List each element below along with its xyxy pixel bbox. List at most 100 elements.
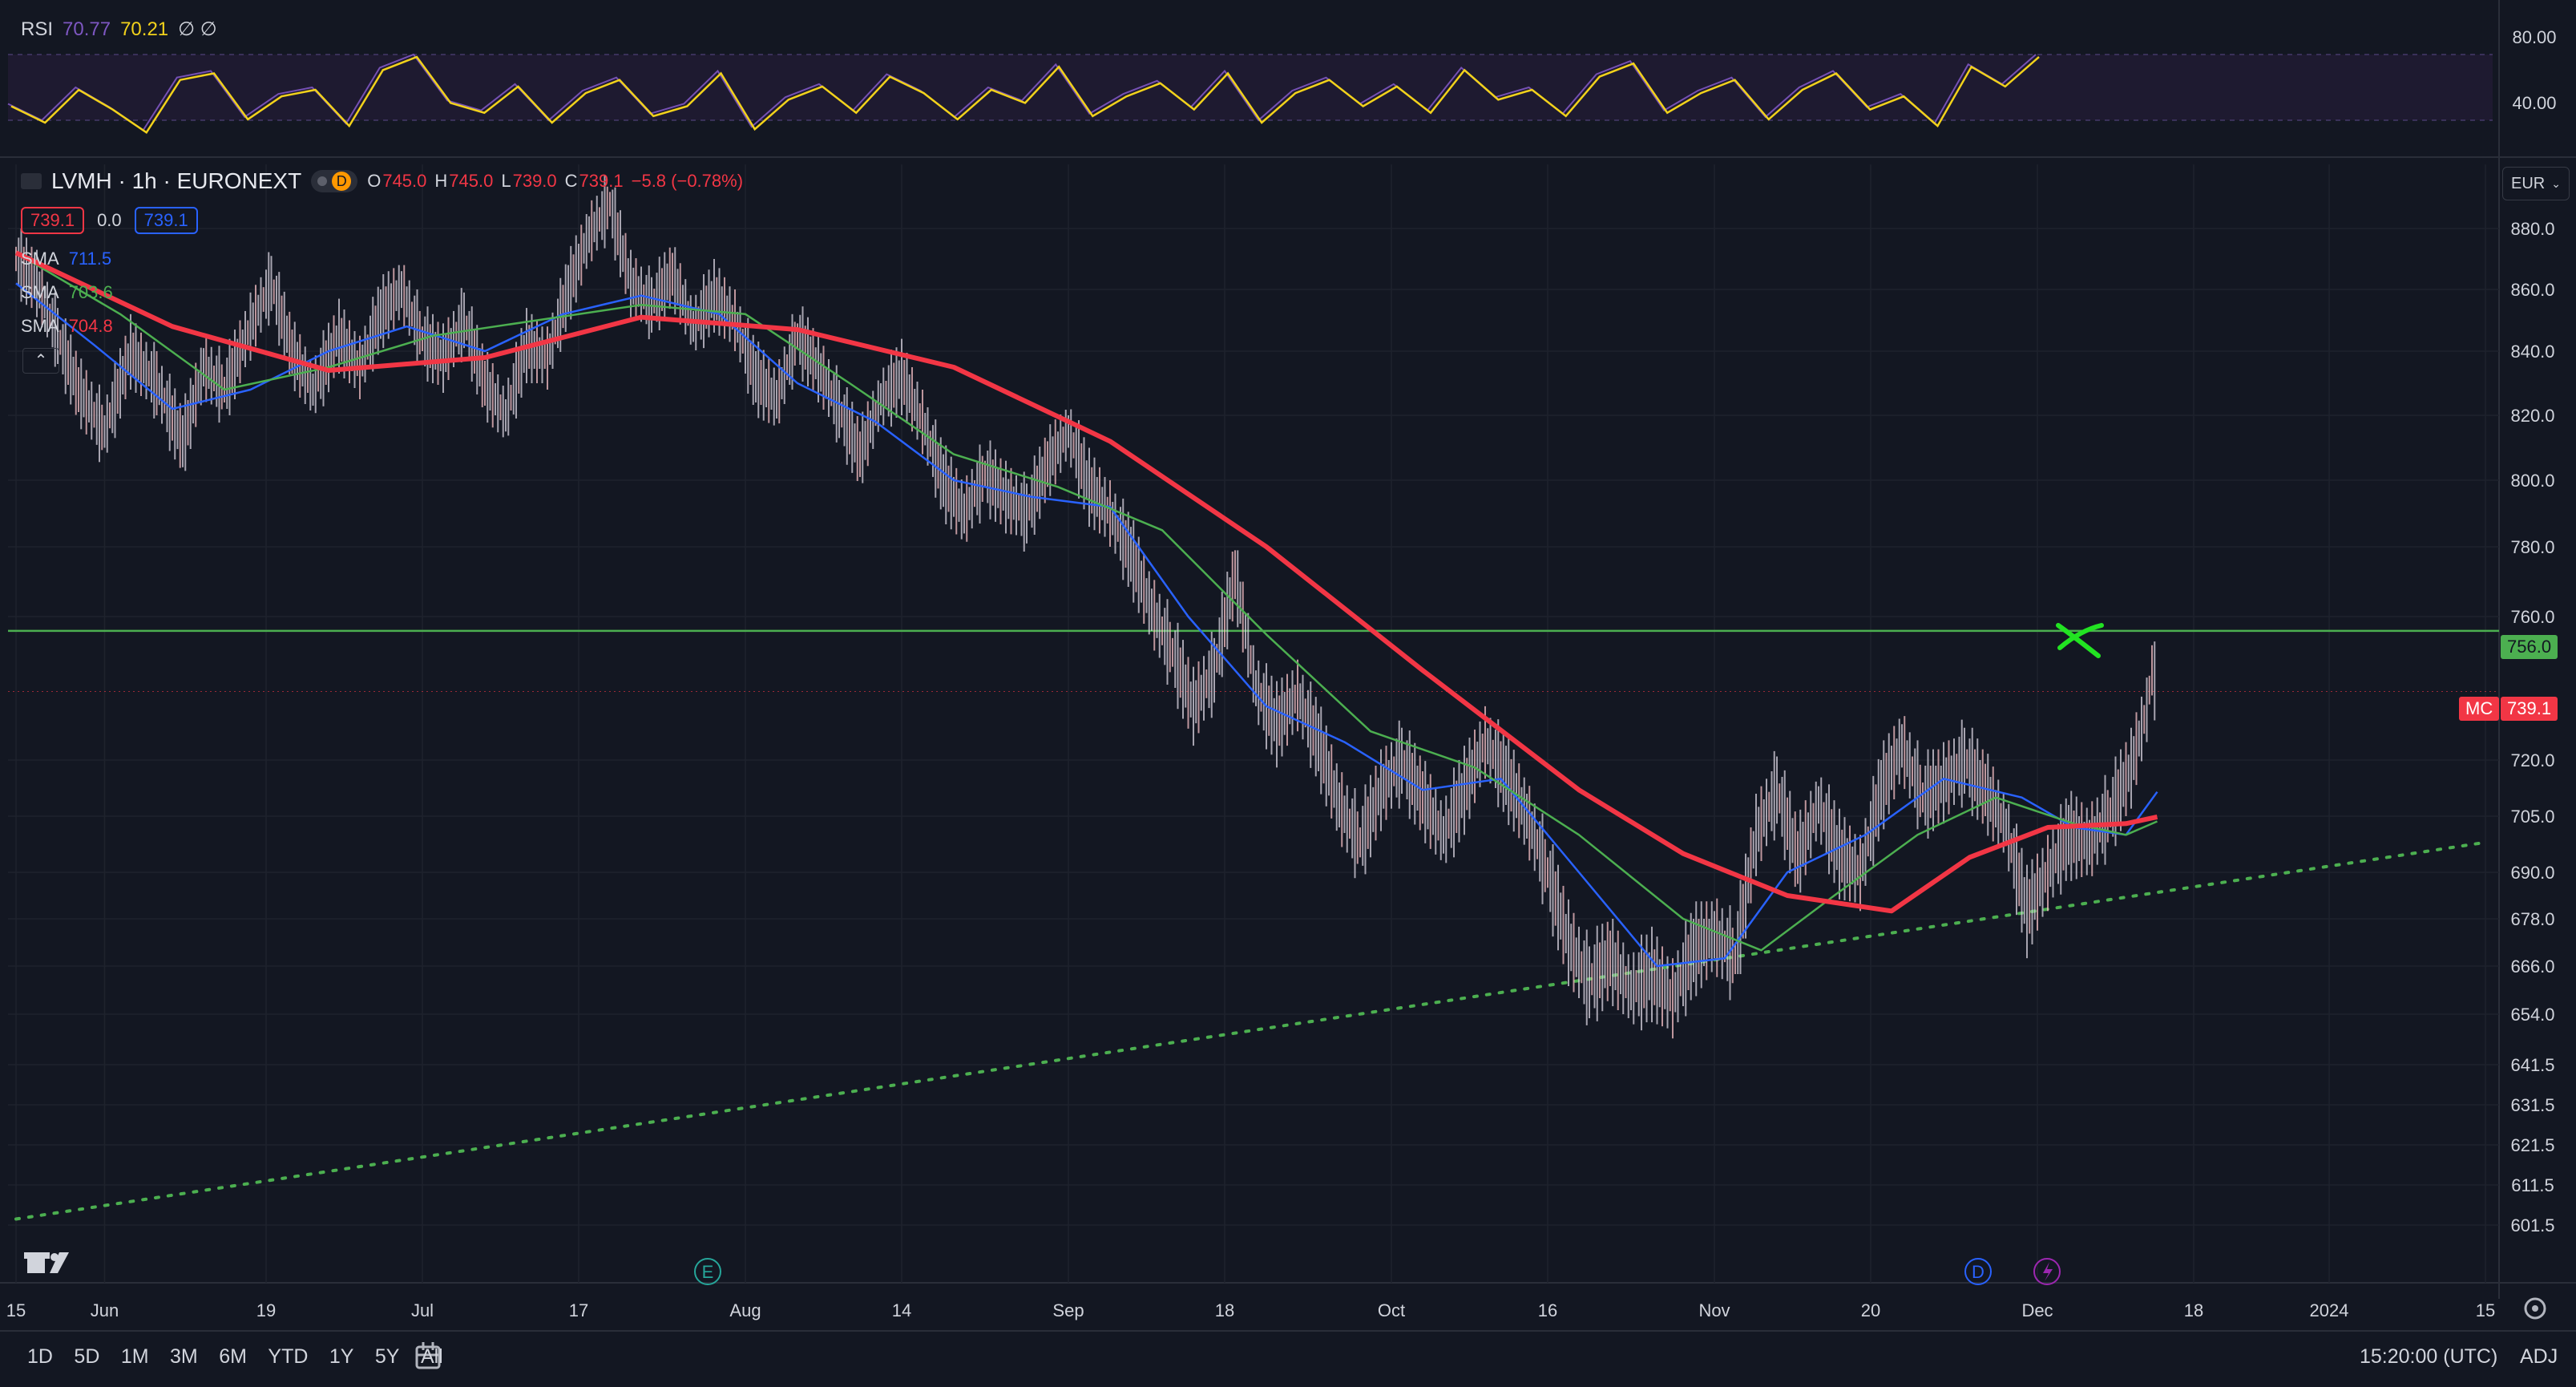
- time-tick-label: 15: [6, 1300, 26, 1320]
- currency-value: EUR: [2511, 174, 2546, 192]
- dividend-marker[interactable]: D: [1964, 1258, 1992, 1285]
- rsi-plot: [7, 53, 2040, 135]
- ohlc-values: O 745.0 H 745.0 L 739.0 C 739.1 −5.8 (−0.78%…: [367, 171, 743, 192]
- sma-line-2: [15, 252, 2158, 952]
- symbol-logo-icon: [21, 173, 42, 189]
- ohlc-o-label: O: [367, 171, 382, 191]
- timeframe-1y[interactable]: 1Y: [329, 1345, 354, 1368]
- price-tick-label: 654.0: [2510, 1005, 2554, 1025]
- ohlc-o: 745.0: [382, 171, 427, 191]
- rsi-band: [8, 55, 2493, 120]
- settings-gear-icon[interactable]: [2524, 1297, 2546, 1320]
- rsi-level-80: 80.00: [2512, 27, 2557, 47]
- time-tick-label: Jul: [411, 1300, 434, 1320]
- time-tick-label: Jun: [91, 1300, 119, 1320]
- ohlc-c-label: C: [564, 171, 578, 191]
- price-axis[interactable]: 880.0 860.0 840.0 820.0 800.0 780.0 760.0 720.0…: [2510, 219, 2554, 1235]
- ohlc-l: 739.0: [512, 171, 557, 191]
- timeframe-1m[interactable]: 1M: [120, 1345, 149, 1368]
- price-tick-label: 666.0: [2510, 956, 2554, 977]
- svg-text:D: D: [1972, 1262, 1984, 1282]
- symbol-header[interactable]: LVMH · 1h · EURONEXT D O 745.0 H 745.0 L 73…: [21, 168, 743, 194]
- rsi-value-2: 70.21: [120, 18, 169, 40]
- timeframe-5y[interactable]: 5Y: [374, 1345, 400, 1368]
- sell-price-box[interactable]: 739.1: [21, 207, 85, 234]
- sma-3-label: SMA: [21, 316, 59, 336]
- sma-3-value: 704.8: [68, 316, 113, 336]
- price-tick-label: 820.0: [2510, 406, 2554, 426]
- currency-select[interactable]: EUR ⌄: [2502, 167, 2570, 200]
- buy-price-box[interactable]: 739.1: [134, 207, 198, 234]
- svg-text:E: E: [702, 1262, 714, 1282]
- sma-2-value: 703.6: [68, 282, 113, 302]
- trade-boxes[interactable]: 739.1 0.0 739.1: [21, 207, 198, 234]
- adj-toggle[interactable]: ADJ: [2520, 1345, 2558, 1368]
- collapse-legend-chevron-up-icon[interactable]: ⌃: [22, 348, 59, 374]
- sma-legend-1[interactable]: SMA 711.5: [21, 249, 111, 269]
- rsi-label: RSI: [21, 18, 54, 40]
- sma-line-1: [15, 282, 2158, 968]
- ohlc-l-label: L: [501, 171, 511, 191]
- utc-clock[interactable]: 15:20:00 (UTC): [2360, 1345, 2498, 1368]
- timeframe-6m[interactable]: 6M: [219, 1345, 247, 1368]
- sma-legend-3[interactable]: SMA 704.8: [21, 316, 113, 337]
- timeframe-bar[interactable]: 1D 5D 1M 3M 6M YTD 1Y 5Y All: [27, 1345, 461, 1369]
- price-tick-label: 860.0: [2510, 280, 2554, 300]
- sma-2-label: SMA: [21, 282, 59, 302]
- mc-tag-label: MC: [2459, 697, 2500, 721]
- sma-legend-2[interactable]: SMA 703.6: [21, 282, 113, 303]
- price-tick-label: 678.0: [2510, 909, 2554, 929]
- rsi-extra: ∅ ∅: [178, 18, 217, 40]
- price-tick-label: 621.5: [2510, 1135, 2554, 1155]
- time-tick-label: 2024: [2310, 1300, 2349, 1320]
- timeframe-3m[interactable]: 3M: [170, 1345, 198, 1368]
- split-lightning-icon[interactable]: [2033, 1258, 2061, 1285]
- time-tick-label: 17: [569, 1300, 588, 1320]
- sma-1-label: SMA: [21, 249, 59, 269]
- price-tick-label: 880.0: [2510, 219, 2554, 239]
- price-tick-label: 800.0: [2510, 471, 2554, 491]
- timeframe-1d[interactable]: 1D: [27, 1345, 53, 1368]
- rsi-signal-line: [10, 55, 2040, 135]
- price-tick-label: 601.5: [2510, 1215, 2554, 1235]
- time-tick-label: Dec: [2021, 1300, 2053, 1320]
- rsi-legend[interactable]: RSI 70.77 70.21 ∅ ∅: [21, 18, 217, 41]
- ohlc-change: −5.8 (−0.78%): [631, 171, 744, 191]
- spread-value: 0.0: [97, 210, 122, 230]
- price-tick-label: 760.0: [2510, 607, 2554, 627]
- earnings-marker[interactable]: E: [694, 1258, 721, 1285]
- last-price-tag[interactable]: 739.1: [2501, 697, 2558, 721]
- timeframe-all[interactable]: All: [420, 1345, 443, 1368]
- ohlc-h: 745.0: [449, 171, 494, 191]
- timeframe-ytd[interactable]: YTD: [268, 1345, 309, 1368]
- price-tick-label: 840.0: [2510, 342, 2554, 362]
- time-tick-label: 18: [2184, 1300, 2203, 1320]
- time-tick-label: 18: [1215, 1300, 1234, 1320]
- sma-line-3: [14, 250, 2158, 914]
- tradingview-logo: [24, 1252, 69, 1273]
- support-trendline: [14, 840, 2487, 1221]
- rsi-level-40: 40.00: [2512, 93, 2557, 113]
- time-tick-label: 16: [1538, 1300, 1557, 1320]
- badge-dot: [317, 176, 328, 186]
- price-tick-label: 720.0: [2510, 750, 2554, 770]
- time-tick-label: Sep: [1052, 1300, 1084, 1320]
- timeframe-5d[interactable]: 5D: [74, 1345, 100, 1368]
- horizontal-line-price-tag[interactable]: 756.0: [2501, 635, 2558, 659]
- time-tick-label: 15: [2476, 1300, 2495, 1320]
- rsi-value-1: 70.77: [63, 18, 111, 40]
- time-tick-label: Aug: [729, 1300, 761, 1320]
- date-range-icon[interactable]: [415, 1342, 441, 1369]
- price-tick-label: 705.0: [2510, 807, 2554, 827]
- sma-1-value: 711.5: [68, 249, 112, 269]
- time-axis[interactable]: 15 Jun 19 Jul 17 Aug 14 Sep 18 Oct 16 Nov 20 Dec 18 202…: [6, 1300, 2495, 1320]
- price-tick-label: 631.5: [2510, 1095, 2554, 1115]
- ohlc-c: 739.1: [579, 171, 624, 191]
- time-tick-label: Oct: [1378, 1300, 1405, 1320]
- drawn-x-mark-stroke-2[interactable]: [2057, 623, 2104, 650]
- time-tick-label: 19: [256, 1300, 276, 1320]
- ohlc-h-label: H: [434, 171, 448, 191]
- delay-badge[interactable]: D: [311, 170, 358, 192]
- symbol-title[interactable]: LVMH · 1h · EURONEXT: [51, 168, 302, 193]
